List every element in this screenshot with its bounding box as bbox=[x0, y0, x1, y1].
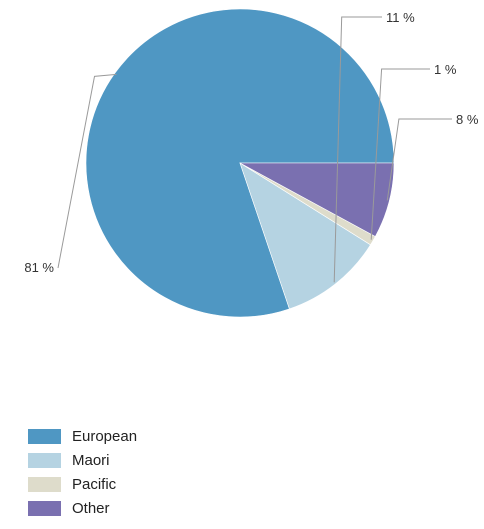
pie-slice-other bbox=[239, 162, 395, 237]
pie-slice-european bbox=[85, 8, 395, 318]
legend-label-other: Other bbox=[72, 499, 110, 517]
legend-label-maori: Maori bbox=[72, 451, 110, 469]
slice-label-european: 81 % bbox=[24, 260, 54, 275]
slice-label-other: 8 % bbox=[456, 112, 479, 127]
legend-swatch-pacific bbox=[28, 476, 61, 492]
slice-label-maori: 11 % bbox=[386, 10, 415, 25]
slice-label-pacific: 1 % bbox=[434, 62, 457, 77]
leader-line-european bbox=[57, 73, 117, 269]
leader-lines bbox=[57, 16, 452, 283]
legend-swatch-european bbox=[28, 428, 61, 444]
legend-label-european: European bbox=[72, 427, 138, 445]
pie-slices bbox=[85, 8, 395, 318]
legend-item-european: European bbox=[28, 424, 248, 448]
leader-line-other bbox=[386, 118, 452, 201]
legend-swatch-other bbox=[28, 500, 61, 516]
legend-label-pacific: Pacific bbox=[72, 475, 117, 493]
legend-item-maori: Maori bbox=[28, 448, 248, 472]
legend-item-pacific: Pacific bbox=[28, 472, 248, 496]
legend-item-other: Other bbox=[28, 496, 248, 520]
legend-swatch-maori bbox=[28, 452, 61, 468]
leader-line-maori bbox=[333, 16, 382, 283]
leader-line-pacific bbox=[370, 68, 430, 240]
slice-labels: 81 % 11 % 1 % 8 % bbox=[24, 10, 478, 275]
legend: European Maori Pacific Other bbox=[28, 424, 248, 520]
pie-slice-maori bbox=[239, 162, 371, 310]
